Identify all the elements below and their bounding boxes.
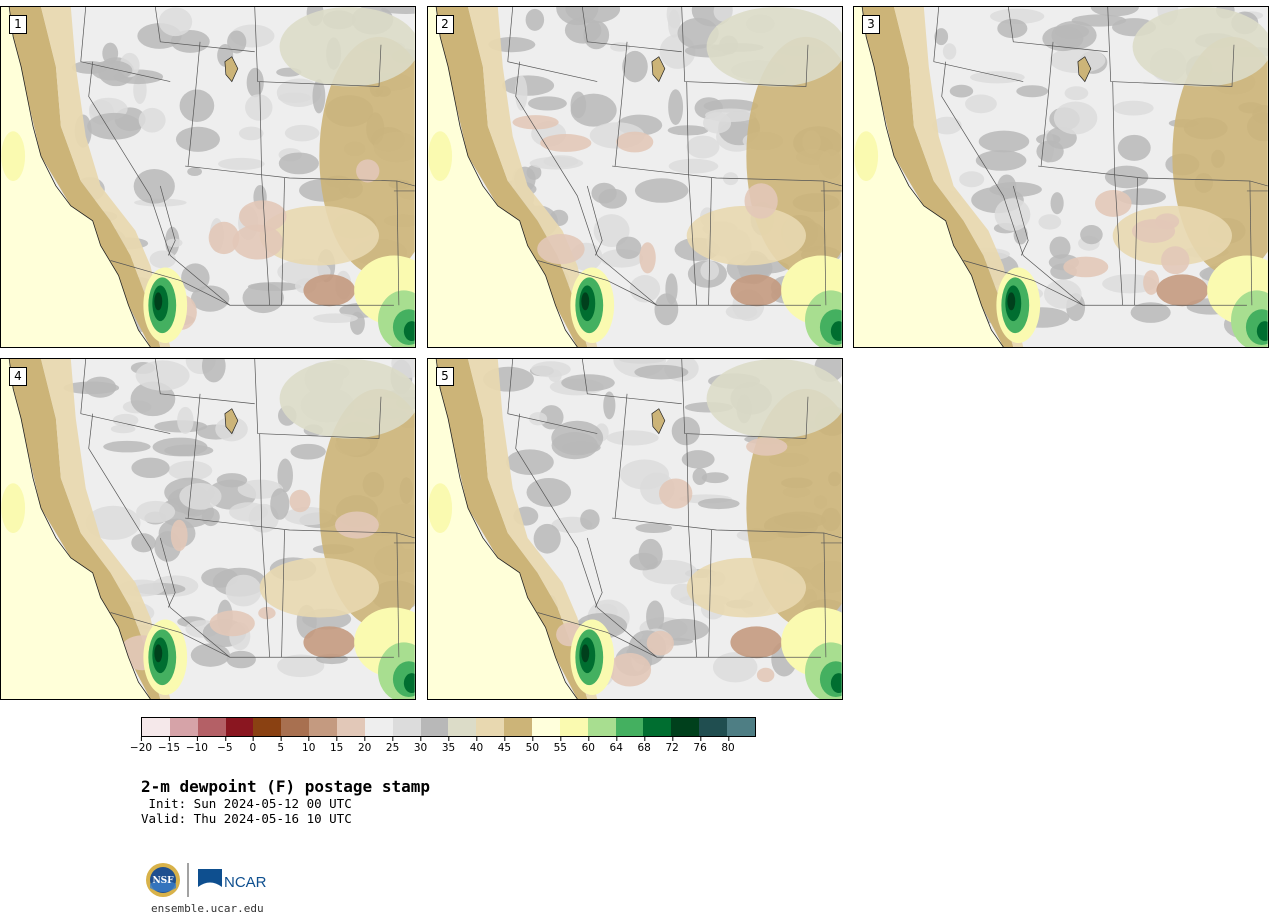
member-label: 3 [862,15,880,34]
colorbar-tick-label: 60 [581,737,595,754]
colorbar-swatch [337,718,365,736]
colorbar-tick-label: 80 [721,737,735,754]
colorbar-tick-label: 30 [413,737,428,754]
ensemble-member-map-3: 3 [853,6,1269,348]
colorbar-tick-label: −15 [157,737,181,754]
footer-url: ensemble.ucar.edu [151,902,264,915]
dewpoint-colorbar [141,717,756,737]
colorbar-swatch [643,718,672,736]
member-label: 2 [436,15,454,34]
ncar-logo: NCAR [198,869,267,891]
colorbar-swatch [448,718,477,736]
colorbar-swatch [727,718,755,736]
figure-title: 2-m dewpoint (F) postage stamp [141,777,430,796]
colorbar-swatch [197,718,226,736]
colorbar-tick-labels: −20 −15 −10 −5 0 5 10 15 20 25 30 35 40 45 50 55 60 64 68 7… [130,737,756,756]
ensemble-member-map-4: 4 [0,358,416,700]
colorbar-swatch [420,718,449,736]
colorbar-swatch [225,718,254,736]
colorbar-swatch [559,718,588,736]
member-label: 5 [436,367,454,386]
colorbar-swatch [364,718,393,736]
ensemble-member-map-2: 2 [427,6,843,348]
svg-text:NSF: NSF [152,876,174,886]
ensemble-member-map-5: 5 [427,358,843,700]
colorbar-tick-label: 55 [553,737,567,754]
sponsor-logos: NSF NCAR [146,863,267,897]
colorbar-swatch [699,718,728,736]
colorbar-tick-label: 40 [469,737,484,754]
colorbar-swatch [309,718,338,736]
svg-text:NCAR: NCAR [224,874,267,891]
colorbar-swatch [169,718,198,736]
colorbar-swatch [587,718,616,736]
colorbar-tick-label: 76 [693,737,707,754]
colorbar-swatch [281,718,310,736]
colorbar-tick-label: 35 [441,737,456,754]
member-label: 1 [9,15,27,34]
colorbar-tick-label: 5 [277,737,285,754]
colorbar-swatch [253,718,282,736]
init-time: Init: Sun 2024-05-12 00 UTC [141,796,352,811]
dewpoint-map-5 [428,359,842,699]
member-label: 4 [9,367,27,386]
colorbar-tick-label: 25 [385,737,400,754]
colorbar-swatch [476,718,505,736]
dewpoint-map-3 [854,7,1268,347]
colorbar-swatch [504,718,533,736]
colorbar-tick-label: 20 [357,737,372,754]
ensemble-member-map-1: 1 [0,6,416,348]
colorbar-tick-label: −10 [185,737,208,754]
colorbar-tick-label: 0 [249,737,257,754]
colorbar-tick-label: 72 [665,737,679,754]
colorbar-tick-label: 64 [609,737,623,754]
colorbar-swatch [615,718,644,736]
colorbar-swatch [392,718,421,736]
colorbar-swatch [532,718,560,736]
colorbar-tick-label: 15 [329,737,344,754]
colorbar-swatch [142,718,170,736]
colorbar-tick-label: 10 [302,737,316,754]
nsf-logo: NSF [146,863,180,897]
valid-time: Valid: Thu 2024-05-16 10 UTC [141,811,352,826]
colorbar-tick-label: −5 [217,737,233,754]
dewpoint-map-4 [1,359,415,699]
colorbar-tick-label: 45 [497,737,512,754]
colorbar-tick-label: −20 [129,737,153,754]
dewpoint-map-2 [428,7,842,347]
colorbar-tick-label: 50 [525,737,540,754]
colorbar-tick-label: 68 [637,737,651,754]
dewpoint-map-1 [1,7,415,347]
colorbar-swatch [671,718,700,736]
